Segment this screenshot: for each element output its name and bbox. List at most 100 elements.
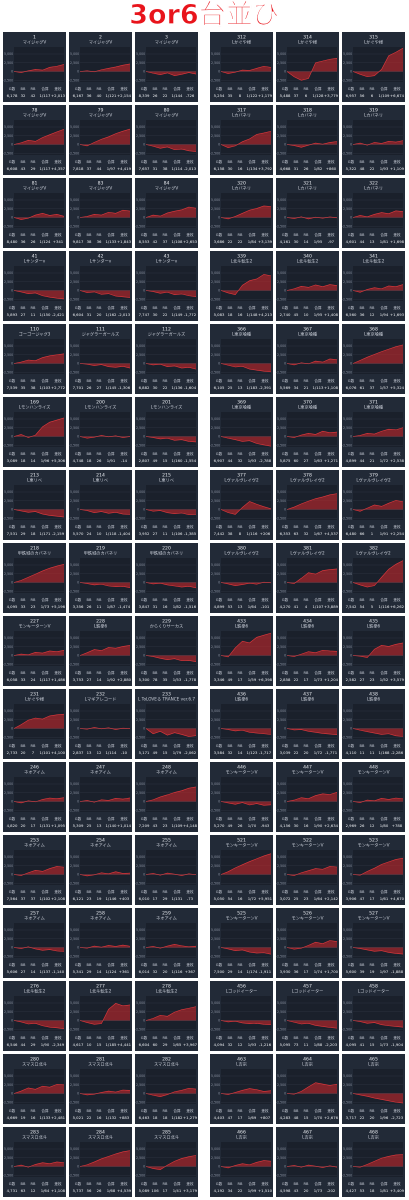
y-tick-label: 2,500: [70, 280, 79, 284]
y-tick-label: 5,000: [70, 52, 79, 56]
y-tick-label: 5,000: [4, 344, 13, 348]
machine-number: 110: [30, 327, 39, 333]
stat-value: 6,121: [73, 896, 84, 901]
stat-header: BB: [294, 1036, 299, 1040]
stat-value: 7,747: [139, 312, 150, 317]
machine-number: 447: [303, 765, 312, 771]
graph-line: [352, 210, 404, 218]
y-tick-label: -2,500: [342, 735, 352, 739]
graph-area: [14, 417, 64, 438]
stat-value: 12: [370, 823, 375, 828]
machine-number: 1: [33, 35, 36, 41]
stat-header: 差枚: [327, 451, 335, 456]
stat-header: G数: [141, 816, 148, 821]
graph-line: [79, 363, 131, 369]
machine-name: からくりサーカス: [150, 623, 184, 630]
y-tick-label: -2,500: [276, 954, 286, 958]
stat-header: 差枚: [186, 962, 194, 967]
stat-value: -1,778: [184, 677, 197, 682]
stat-header: 合算: [173, 743, 181, 748]
stat-header: 合算: [380, 1035, 388, 1040]
y-tick-label: 0: [77, 654, 79, 658]
stat-value: 1/74: [314, 969, 323, 974]
y-tick-label: 2,500: [70, 1156, 79, 1160]
stat-header: 差枚: [261, 962, 269, 967]
stat-header: 差枚: [327, 1181, 335, 1186]
stat-value: -1,772: [184, 312, 197, 317]
stat-value: 20: [163, 969, 168, 974]
stat-value: 33: [21, 604, 26, 609]
stat-value: 3,717: [346, 1115, 357, 1120]
y-tick-label: 2,500: [343, 426, 352, 430]
y-tick-label: -2,500: [135, 808, 145, 812]
graph-area: [353, 858, 403, 876]
stat-header: BB: [87, 963, 92, 967]
stat-value: 16: [238, 312, 243, 317]
stat-value: 1/87: [107, 604, 116, 609]
stat-value: 1/116: [379, 604, 391, 609]
y-tick-label: 0: [350, 143, 352, 147]
y-tick-label: 2,500: [136, 864, 145, 868]
stat-value: +2,254: [390, 531, 405, 536]
y-tick-label: 5,000: [343, 855, 352, 859]
stat-value: 34: [228, 1188, 233, 1193]
stat-header: BB: [87, 306, 92, 310]
machine-number: 215: [162, 473, 171, 479]
stat-value: 1/73: [314, 1188, 323, 1193]
graph-bg: [221, 1142, 271, 1177]
y-tick-label: 5,000: [4, 271, 13, 275]
stat-header: RB: [238, 525, 243, 529]
y-tick-label: 5,000: [136, 928, 145, 932]
stat-header: 差枚: [393, 597, 401, 602]
graph-bg: [221, 996, 271, 1031]
stat-header: 合算: [41, 86, 49, 91]
machine-number: 259: [162, 911, 171, 917]
y-tick-label: 5,000: [70, 490, 79, 494]
y-tick-label: 2,500: [4, 426, 13, 430]
machine-name: L東京喰種: [364, 404, 384, 411]
stat-header: G数: [282, 451, 289, 456]
machine-name: モンキーターンV: [19, 623, 51, 630]
machine-number: 382: [369, 546, 378, 552]
y-tick-label: 5,000: [136, 417, 145, 421]
stat-header: RB: [370, 890, 375, 894]
y-tick-label: 5,000: [277, 52, 286, 56]
stat-value: -2,788: [259, 458, 272, 463]
y-tick-label: 2,500: [277, 645, 286, 649]
stat-header: G数: [9, 378, 16, 383]
stat-value: 26: [360, 823, 365, 828]
graph-line: [145, 509, 197, 516]
y-tick-label: -2,500: [342, 1027, 352, 1031]
stat-header: BB: [360, 1109, 365, 1113]
y-tick-label: -2,500: [276, 151, 286, 155]
graph-bg: [146, 47, 196, 82]
stat-value: +4,148: [183, 823, 198, 828]
y-tick-label: 2,500: [70, 937, 79, 941]
machine-name: モンキーターンV: [292, 842, 324, 849]
y-tick-label: 0: [284, 143, 286, 147]
stat-header: BB: [153, 306, 158, 310]
stat-value: 11: [304, 1042, 309, 1047]
stat-header: 合算: [173, 816, 181, 821]
y-tick-label: 0: [143, 1092, 145, 1096]
machine-name: スマスロ北斗: [22, 1061, 47, 1068]
y-tick-label: 5,000: [211, 490, 220, 494]
machine-number: 283: [30, 1130, 39, 1136]
y-tick-label: -2,500: [210, 589, 220, 593]
machine-number: 314: [303, 35, 312, 41]
y-tick-label: -2,500: [69, 224, 79, 228]
y-tick-label: -2,500: [3, 735, 13, 739]
stat-header: 合算: [314, 159, 322, 164]
y-tick-label: 5,000: [70, 198, 79, 202]
stat-value: 1/81: [380, 1188, 389, 1193]
machine-number: 41: [32, 254, 38, 260]
stat-header: 合算: [173, 889, 181, 894]
stat-header: BB: [87, 525, 92, 529]
stat-header: BB: [294, 379, 299, 383]
stat-header: 合算: [107, 305, 115, 310]
